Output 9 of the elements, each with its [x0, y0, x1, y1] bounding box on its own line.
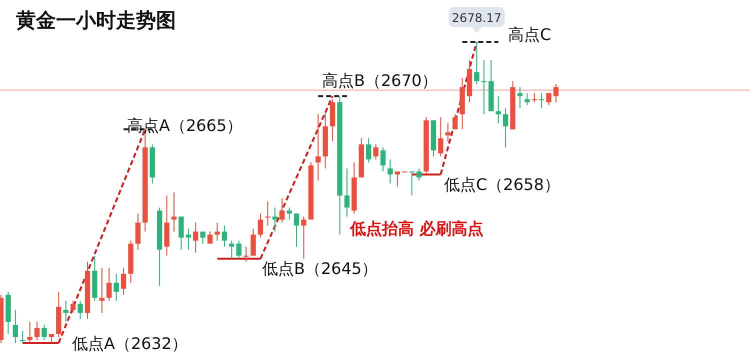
- annotation: 低点A（2632）: [72, 334, 188, 353]
- annotation: 高点A（2665）: [127, 116, 243, 135]
- chart-title: 黄金一小时走势图: [15, 8, 176, 32]
- annotation: 低点B（2645）: [262, 259, 378, 278]
- annotation: 低点抬高 必刷高点: [349, 219, 484, 238]
- text: 2678.17: [452, 11, 502, 25]
- annotation: 高点C: [508, 25, 552, 44]
- annotation: 高点B（2670）: [322, 71, 438, 90]
- annotation: 低点C（2658）: [444, 175, 560, 194]
